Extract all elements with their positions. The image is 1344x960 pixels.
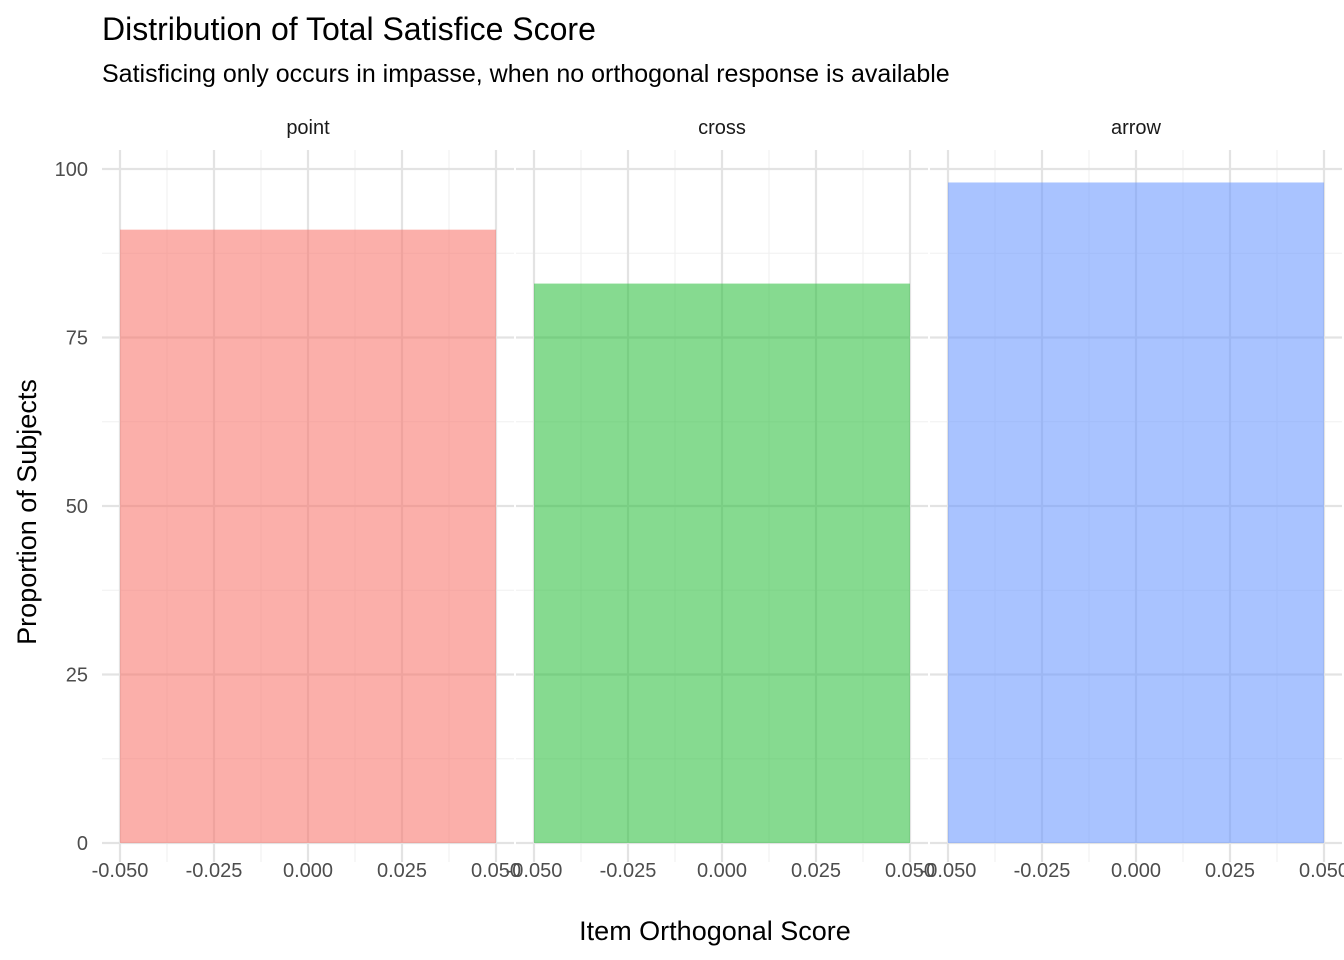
y-axis-title: Proportion of Subjects <box>12 379 42 645</box>
x-tick-label: 0.050 <box>471 860 521 882</box>
x-tick-label: 0.025 <box>377 860 427 882</box>
bar-cross <box>534 283 910 844</box>
facet-panel-cross: cross -0.050 -0.025 0.000 0.025 0.050 <box>506 117 935 882</box>
x-tick-label: 0.000 <box>697 860 747 882</box>
x-tick-label: 0.000 <box>283 860 333 882</box>
y-tick-label: 100 <box>55 159 88 181</box>
facet-strip-label: cross <box>698 117 746 139</box>
x-tick-label: -0.050 <box>506 860 563 882</box>
x-tick-label: 0.000 <box>1111 860 1161 882</box>
y-tick-label: 50 <box>66 496 88 518</box>
y-tick-label: 0 <box>77 833 88 855</box>
y-tick-label: 75 <box>66 328 88 350</box>
facet-strip-label: point <box>286 117 330 139</box>
x-tick-label: -0.025 <box>1014 860 1071 882</box>
bar-arrow <box>948 182 1324 844</box>
chart-subtitle: Satisficing only occurs in impasse, when… <box>102 60 950 88</box>
x-tick-label: 0.025 <box>791 860 841 882</box>
x-tick-label: -0.025 <box>600 860 657 882</box>
x-tick-label: -0.050 <box>920 860 977 882</box>
chart-title: Distribution of Total Satisfice Score <box>102 11 596 47</box>
x-tick-label: 0.025 <box>1205 860 1255 882</box>
facet-panels: point -0.050 -0.025 0.000 0.025 0.050 cross -0.… <box>92 117 1344 882</box>
y-axis: 0 25 50 75 100 <box>55 159 88 855</box>
x-tick-label: 0.050 <box>1299 860 1344 882</box>
x-tick-label: -0.050 <box>92 860 149 882</box>
x-tick-label: 0.050 <box>885 860 935 882</box>
facet-panel-point: point -0.050 -0.025 0.000 0.025 0.050 <box>92 117 521 882</box>
facet-strip-label: arrow <box>1111 117 1162 139</box>
x-axis-title: Item Orthogonal Score <box>579 916 851 946</box>
bar-point <box>120 229 496 843</box>
y-tick-label: 25 <box>66 665 88 687</box>
x-tick-label: -0.025 <box>186 860 243 882</box>
facet-panel-arrow: arrow -0.050 -0.025 0.000 0.025 0.050 <box>920 117 1344 882</box>
